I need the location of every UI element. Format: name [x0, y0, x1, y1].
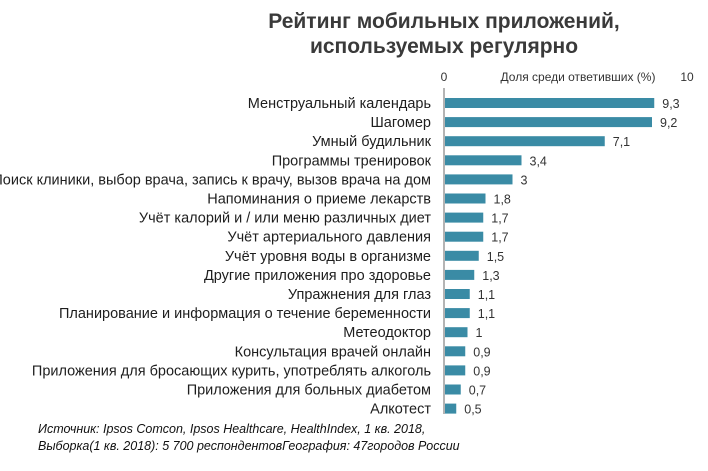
- category-label: Приложения для больных диабетом: [187, 383, 431, 399]
- value-label: 0,5: [464, 403, 481, 417]
- bar: [445, 155, 522, 166]
- category-label: Упражнения для глаз: [288, 287, 431, 303]
- category-label: Учёт калорий и / или меню различных диет: [139, 211, 431, 227]
- bar: [445, 98, 655, 108]
- chart-title-line-2: используемых регулярно: [310, 35, 578, 58]
- bar: [445, 250, 479, 261]
- bar: [445, 212, 484, 223]
- category-label: Учёт артериального давления: [227, 230, 431, 246]
- category-label: Шагомер: [371, 115, 432, 131]
- source-line-2: Выборка(1 кв. 2018): 5 700 респондентовГ…: [38, 439, 460, 453]
- value-label: 0,9: [473, 364, 490, 378]
- axis-tick-min: 0: [441, 70, 448, 84]
- chart-title-line-1: Рейтинг мобильных приложений,: [268, 10, 620, 33]
- value-label: 3: [521, 173, 528, 187]
- value-label: 9,3: [662, 97, 679, 111]
- value-label: 0,7: [469, 384, 486, 398]
- category-label: Другие приложения про здоровье: [204, 268, 431, 284]
- value-label: 1,7: [491, 231, 508, 245]
- value-label: 3,4: [530, 154, 547, 168]
- value-label: 7,1: [613, 135, 630, 149]
- bar: [445, 384, 461, 395]
- value-label: 1,5: [487, 250, 504, 264]
- category-label: Учёт уровня воды в организме: [225, 249, 431, 265]
- app-rating-bar-chart: Рейтинг мобильных приложений, используем…: [0, 10, 694, 418]
- axis-tick-max: 10: [680, 70, 694, 84]
- bar: [445, 269, 475, 280]
- bar: [445, 193, 486, 204]
- value-label: 1,3: [482, 269, 499, 283]
- bars-group: Менструальный календарь 9,3 Шагомер 9,2 Умны…: [0, 96, 680, 418]
- value-label: 1,8: [494, 193, 511, 207]
- category-label: Напоминания о приеме лекарств: [207, 192, 431, 208]
- bar: [445, 346, 466, 357]
- bar: [445, 365, 466, 376]
- value-label: 1,1: [478, 307, 495, 321]
- category-label: Умный будильник: [312, 134, 432, 150]
- axis-label: Доля среди ответивших (%): [501, 70, 656, 84]
- value-label: 1,7: [491, 212, 508, 226]
- category-label: Консультация врачей онлайн: [235, 344, 431, 360]
- bar: [445, 174, 513, 185]
- bar: [445, 117, 652, 128]
- bar: [445, 403, 457, 414]
- value-label: 0,9: [473, 345, 490, 359]
- value-label: 1,1: [478, 288, 495, 302]
- source-note: Источник: Ipsos Comcon, Ipsos Healthcare…: [38, 421, 678, 455]
- category-label: Приложения для бросающих курить, употреб…: [32, 363, 431, 379]
- source-line-1: Источник: Ipsos Comcon, Ipsos Healthcare…: [38, 422, 426, 436]
- bar: [445, 327, 468, 338]
- category-label: Алкотест: [370, 402, 431, 418]
- category-label: Планирование и информация о течение бере…: [59, 306, 431, 322]
- bar: [445, 136, 605, 147]
- category-label: Метеодоктор: [343, 325, 431, 341]
- bar: [445, 289, 470, 299]
- bar: [445, 308, 470, 319]
- bar: [445, 231, 484, 242]
- category-label: Поиск клиники, выбор врача, запись к вра…: [0, 172, 431, 188]
- category-label: Менструальный календарь: [248, 96, 431, 112]
- value-label: 1: [476, 326, 483, 340]
- value-label: 9,2: [660, 116, 677, 130]
- category-label: Программы тренировок: [272, 153, 432, 169]
